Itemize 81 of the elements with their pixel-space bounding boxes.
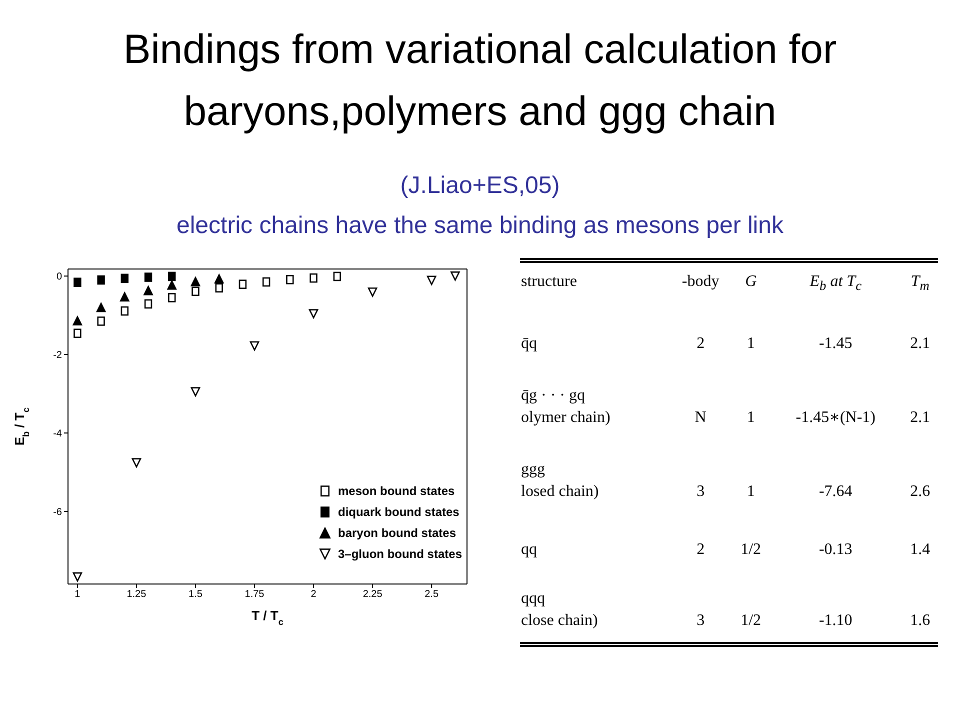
point xyxy=(132,458,142,468)
point xyxy=(308,309,318,318)
point xyxy=(120,292,130,302)
point xyxy=(72,572,82,582)
text: 1.4 xyxy=(909,540,932,560)
text: qqq close chain) xyxy=(520,589,599,631)
point xyxy=(167,280,177,290)
text: 2 xyxy=(696,334,706,354)
text: -1.10 xyxy=(818,611,854,631)
text: N xyxy=(694,408,708,428)
y-tick-label: 0 xyxy=(56,272,62,283)
point xyxy=(120,306,129,316)
text: -0.13 xyxy=(818,540,854,560)
text: -1.45∗(N-1) xyxy=(794,408,876,428)
text: 2.1 xyxy=(909,334,932,354)
point xyxy=(72,316,82,326)
text: 3 xyxy=(696,611,706,631)
x-tick-label: 1 xyxy=(74,589,81,600)
point xyxy=(144,272,152,282)
legend-label: diquark bound states xyxy=(338,504,460,518)
text: q̄q xyxy=(520,334,538,354)
point xyxy=(286,274,294,284)
point xyxy=(333,272,341,282)
point xyxy=(96,302,106,312)
point xyxy=(97,316,105,326)
chart-subtitle: (J.Liao+ES,05) xyxy=(399,172,561,200)
y-tick-label: -6 xyxy=(53,506,62,518)
point xyxy=(262,277,270,287)
text: electric chains have the same binding as mesons per link xyxy=(176,212,784,240)
text: qq xyxy=(520,540,538,560)
point xyxy=(426,276,436,286)
point xyxy=(238,280,247,289)
legend-label: 3–gluon bound states xyxy=(338,546,462,560)
point xyxy=(310,273,318,283)
point xyxy=(144,286,153,296)
point xyxy=(192,286,200,296)
x-tick-label: 1.75 xyxy=(244,589,265,600)
point xyxy=(214,274,224,284)
x-tick-label: 2 xyxy=(310,589,317,600)
x-tick-label: 1.5 xyxy=(188,589,203,600)
point xyxy=(97,275,105,285)
y-tick-label: -4 xyxy=(53,428,62,440)
point xyxy=(74,278,82,287)
point xyxy=(144,299,152,309)
x-tick-label: 2.25 xyxy=(362,589,383,600)
point xyxy=(250,341,260,351)
text: 1/2 xyxy=(740,540,762,560)
text: -7.64 xyxy=(818,482,854,502)
text: 2.6 xyxy=(909,482,932,502)
point xyxy=(168,272,176,282)
text: ggg losed chain) xyxy=(520,460,600,502)
category-label: structure xyxy=(520,272,578,292)
chart-title: Bindings from variational calculation for baryons,polymers and ggg chain xyxy=(122,25,838,136)
text: 3 xyxy=(696,482,706,502)
point xyxy=(368,287,378,297)
y-tick-label: -2 xyxy=(53,350,62,362)
text: 1/2 xyxy=(740,611,762,631)
text: q̄g · · · gq olymer chain) xyxy=(520,386,612,428)
point xyxy=(190,276,200,286)
text: 1 xyxy=(746,408,756,428)
category-label: T$_{m}$ xyxy=(910,272,930,296)
x-tick-label: 1.25 xyxy=(126,589,147,600)
text: 1.6 xyxy=(909,611,932,631)
point xyxy=(450,271,460,281)
text: 2.1 xyxy=(909,408,932,428)
x-tick-label: 2.5 xyxy=(424,589,439,600)
text: 1 xyxy=(746,334,756,354)
point xyxy=(120,274,129,284)
legend-label: meson bound states xyxy=(338,484,455,498)
category-label: G xyxy=(744,272,758,292)
text: 2 xyxy=(696,540,706,560)
category-label: E$_{b}$ at T$_{c}$ xyxy=(808,272,862,296)
category-label: -body xyxy=(680,272,720,292)
point xyxy=(215,283,223,292)
point xyxy=(74,328,82,338)
x-axis-title: T / T$_{c}$ xyxy=(252,608,284,627)
legend-label: baryon bound states xyxy=(338,526,456,540)
text: 1 xyxy=(746,482,756,502)
point xyxy=(168,292,176,302)
text: -1.45 xyxy=(818,334,854,354)
point xyxy=(190,387,200,396)
